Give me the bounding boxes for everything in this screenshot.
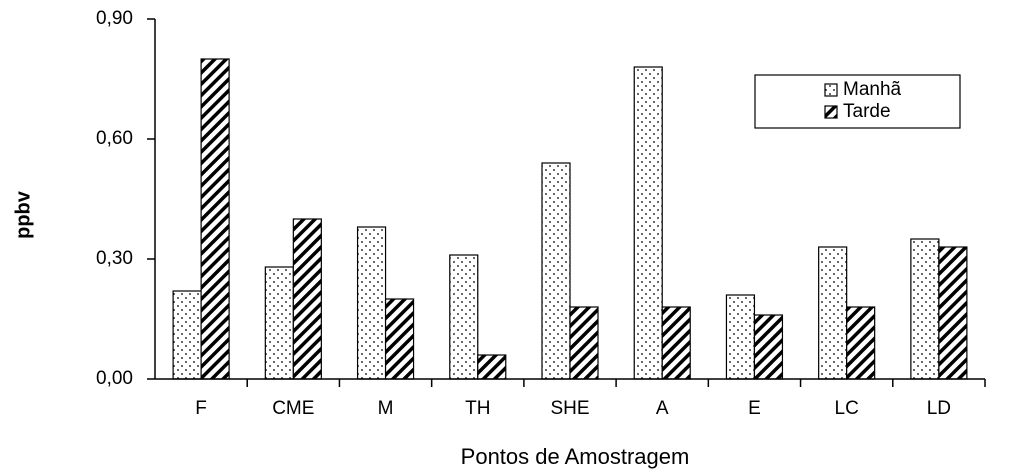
- legend-label: Manhã: [843, 79, 902, 100]
- bar: [384, 298, 415, 380]
- bar: [356, 226, 387, 380]
- x-axis-label: Pontos de Amostragem: [461, 444, 690, 469]
- bar: [172, 290, 202, 380]
- bar: [449, 254, 479, 380]
- y-tick-label: 0,30: [96, 248, 133, 269]
- bar: [200, 58, 230, 380]
- x-tick-label: A: [656, 398, 669, 419]
- bar: [633, 66, 663, 380]
- bar: [292, 218, 322, 380]
- x-tick-label: TH: [465, 398, 490, 419]
- bar: [477, 354, 507, 380]
- x-tick-label: F: [195, 398, 207, 419]
- legend-swatch: [824, 83, 838, 97]
- bar: [725, 294, 756, 380]
- y-tick-label: 0,00: [96, 368, 133, 389]
- x-tick-label: SHE: [550, 398, 589, 419]
- bar: [910, 238, 940, 380]
- x-tick-label: E: [748, 398, 761, 419]
- x-tick-label: CME: [272, 398, 314, 419]
- bar: [846, 306, 876, 380]
- x-tick-label: M: [378, 398, 394, 419]
- bar: [938, 246, 968, 380]
- bar: [264, 266, 294, 380]
- legend-swatch: [824, 105, 838, 119]
- legend-label: Tarde: [843, 101, 891, 122]
- y-tick-label: 0,60: [96, 128, 133, 149]
- bar: [753, 314, 784, 380]
- bar: [661, 306, 691, 380]
- y-tick-label: 0,90: [96, 8, 133, 29]
- y-axis-label: ppbv: [12, 190, 34, 239]
- legend-box: [754, 74, 961, 129]
- x-tick-label: LD: [927, 398, 951, 419]
- bar: [541, 162, 571, 380]
- bar: [569, 306, 599, 380]
- bar: [818, 246, 848, 380]
- x-tick-label: LC: [835, 398, 859, 419]
